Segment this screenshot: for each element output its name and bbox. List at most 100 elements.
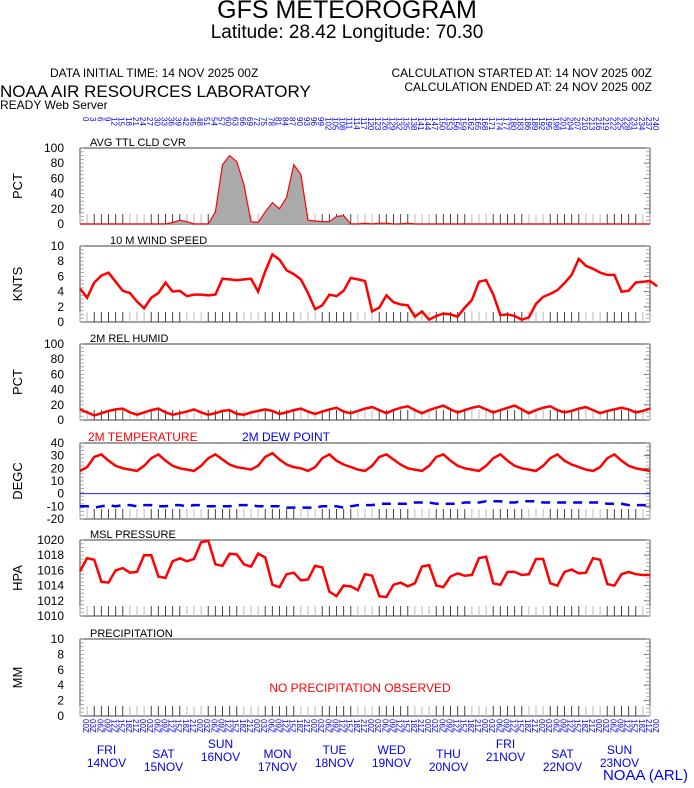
hour-label: 00Z [195,719,204,733]
data-point [457,465,458,466]
data-point [272,202,273,203]
data-point [649,470,650,471]
data-point [614,585,615,586]
data-point [421,311,422,312]
data-point [364,470,365,471]
data-point [222,506,223,507]
data-point [265,270,266,271]
data-point [443,587,444,588]
data-point [649,408,650,409]
data-point [279,413,280,414]
data-point [471,407,472,408]
y-tick-label: 1020 [37,533,64,547]
data-point [450,576,451,577]
data-point [628,571,629,572]
data-point [151,458,152,459]
data-point [336,407,337,408]
y-tick-label: 40 [51,383,65,397]
data-point [571,274,572,275]
date-label: 22NOV [543,760,582,774]
page-title: GFS METEOROGRAM [217,0,477,24]
data-point [550,293,551,294]
forecast-hour-label: 12 [110,117,119,126]
data-point [571,464,572,465]
forecast-hour-label: 111 [345,117,354,130]
forecast-hour-label: 192 [537,117,546,131]
y-tick-label: 100 [44,337,64,351]
data-point [614,454,615,455]
data-point [186,506,187,507]
data-point [386,596,387,597]
data-point [464,575,465,576]
data-point [421,470,422,471]
hour-label: 00Z [309,719,318,733]
forecast-hour-label: 171 [487,117,496,131]
data-point [379,307,380,308]
data-point [507,314,508,315]
hour-label: 00Z [594,719,603,733]
data-point [649,280,650,281]
data-point [286,270,287,271]
data-point [158,408,159,409]
data-point [621,223,622,224]
data-point [122,568,123,569]
data-point [129,572,130,573]
data-point [151,555,152,556]
data-point [500,584,501,585]
forecast-hour-label: 33 [159,117,168,126]
data-point [151,297,152,298]
data-point [357,223,358,224]
data-point [621,460,622,461]
hour-label: 12Z [509,719,518,733]
data-point [236,504,237,505]
data-point [101,454,102,455]
data-point [543,296,544,297]
data-point [635,574,636,575]
data-point [243,564,244,565]
data-point [471,574,472,575]
forecast-hour-label: 201 [558,117,567,131]
data-point [165,506,166,507]
data-point [315,413,316,414]
data-point [215,564,216,565]
data-point [229,464,230,465]
data-point [165,577,166,578]
data-point [500,315,501,316]
data-point [122,408,123,409]
data-point [393,410,394,411]
data-point [564,412,565,413]
forecast-hour-label: 18 [124,117,133,126]
data-point [400,503,401,504]
data-point [457,412,458,413]
hour-label: 18Z [523,719,532,733]
data-point [151,504,152,505]
hour-label: 15Z [573,719,582,733]
data-point [400,407,401,408]
data-point [600,272,601,273]
data-point [379,410,380,411]
data-point [79,571,80,572]
data-point [407,223,408,224]
y-tick-label: -10 [47,499,65,513]
data-point [265,409,266,410]
hour-label: 21Z [530,719,539,733]
panel-title-2: 2M DEW POINT [242,430,331,444]
data-point [201,465,202,466]
hour-label: 12Z [281,719,290,733]
forecast-hour-label: 114 [352,117,361,130]
data-point [400,304,401,305]
data-point [578,573,579,574]
hour-label: 09Z [330,719,339,733]
data-point [564,283,565,284]
date-label: 20NOV [429,760,468,774]
data-point [307,293,308,294]
data-point [115,465,116,466]
data-point [293,507,294,508]
data-point [322,458,323,459]
forecast-hour-label: 165 [473,117,482,131]
data-point [585,502,586,503]
y-axis-label: PCT [10,369,25,395]
data-point [322,411,323,412]
data-point [179,558,180,559]
y-tick-label: 1016 [37,563,64,577]
